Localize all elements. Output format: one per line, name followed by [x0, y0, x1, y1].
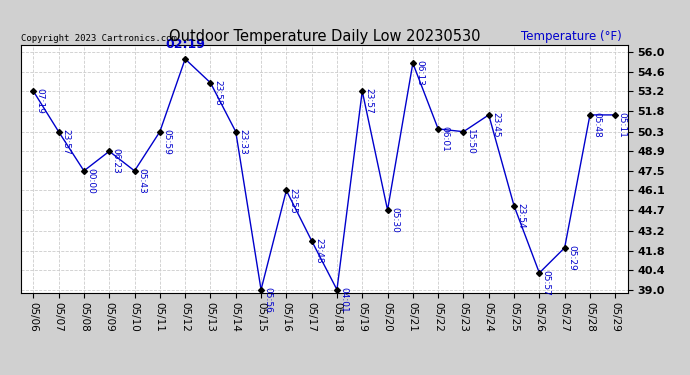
- Text: 06:13: 06:13: [415, 60, 424, 86]
- Text: 05:57: 05:57: [542, 270, 551, 296]
- Text: 05:29: 05:29: [567, 245, 576, 271]
- Text: 15:50: 15:50: [466, 129, 475, 155]
- Text: 00:00: 00:00: [86, 168, 95, 194]
- Text: 06:23: 06:23: [112, 148, 121, 174]
- Text: 05:56: 05:56: [264, 287, 273, 313]
- Text: 05:30: 05:30: [390, 207, 399, 233]
- Text: 23:48: 23:48: [314, 238, 323, 264]
- Text: 23:33: 23:33: [238, 129, 247, 154]
- Text: Copyright 2023 Cartronics.com: Copyright 2023 Cartronics.com: [21, 33, 177, 42]
- Text: 07:19: 07:19: [36, 88, 45, 114]
- Text: 04:01: 04:01: [339, 287, 348, 313]
- Text: 23:55: 23:55: [289, 188, 298, 213]
- Text: 05:59: 05:59: [162, 129, 171, 155]
- Text: Temperature (°F): Temperature (°F): [521, 30, 622, 42]
- Text: 23:58: 23:58: [213, 80, 222, 106]
- Text: 05:11: 05:11: [618, 112, 627, 138]
- Text: 06:01: 06:01: [441, 126, 450, 152]
- Text: 23:54: 23:54: [517, 203, 526, 229]
- Text: 05:43: 05:43: [137, 168, 146, 194]
- Text: 23:45: 23:45: [491, 112, 500, 138]
- Text: 23:57: 23:57: [61, 129, 70, 154]
- Text: 02:19: 02:19: [165, 38, 205, 51]
- Title: Outdoor Temperature Daily Low 20230530: Outdoor Temperature Daily Low 20230530: [168, 29, 480, 44]
- Text: 05:48: 05:48: [593, 112, 602, 138]
- Text: 23:57: 23:57: [365, 88, 374, 114]
